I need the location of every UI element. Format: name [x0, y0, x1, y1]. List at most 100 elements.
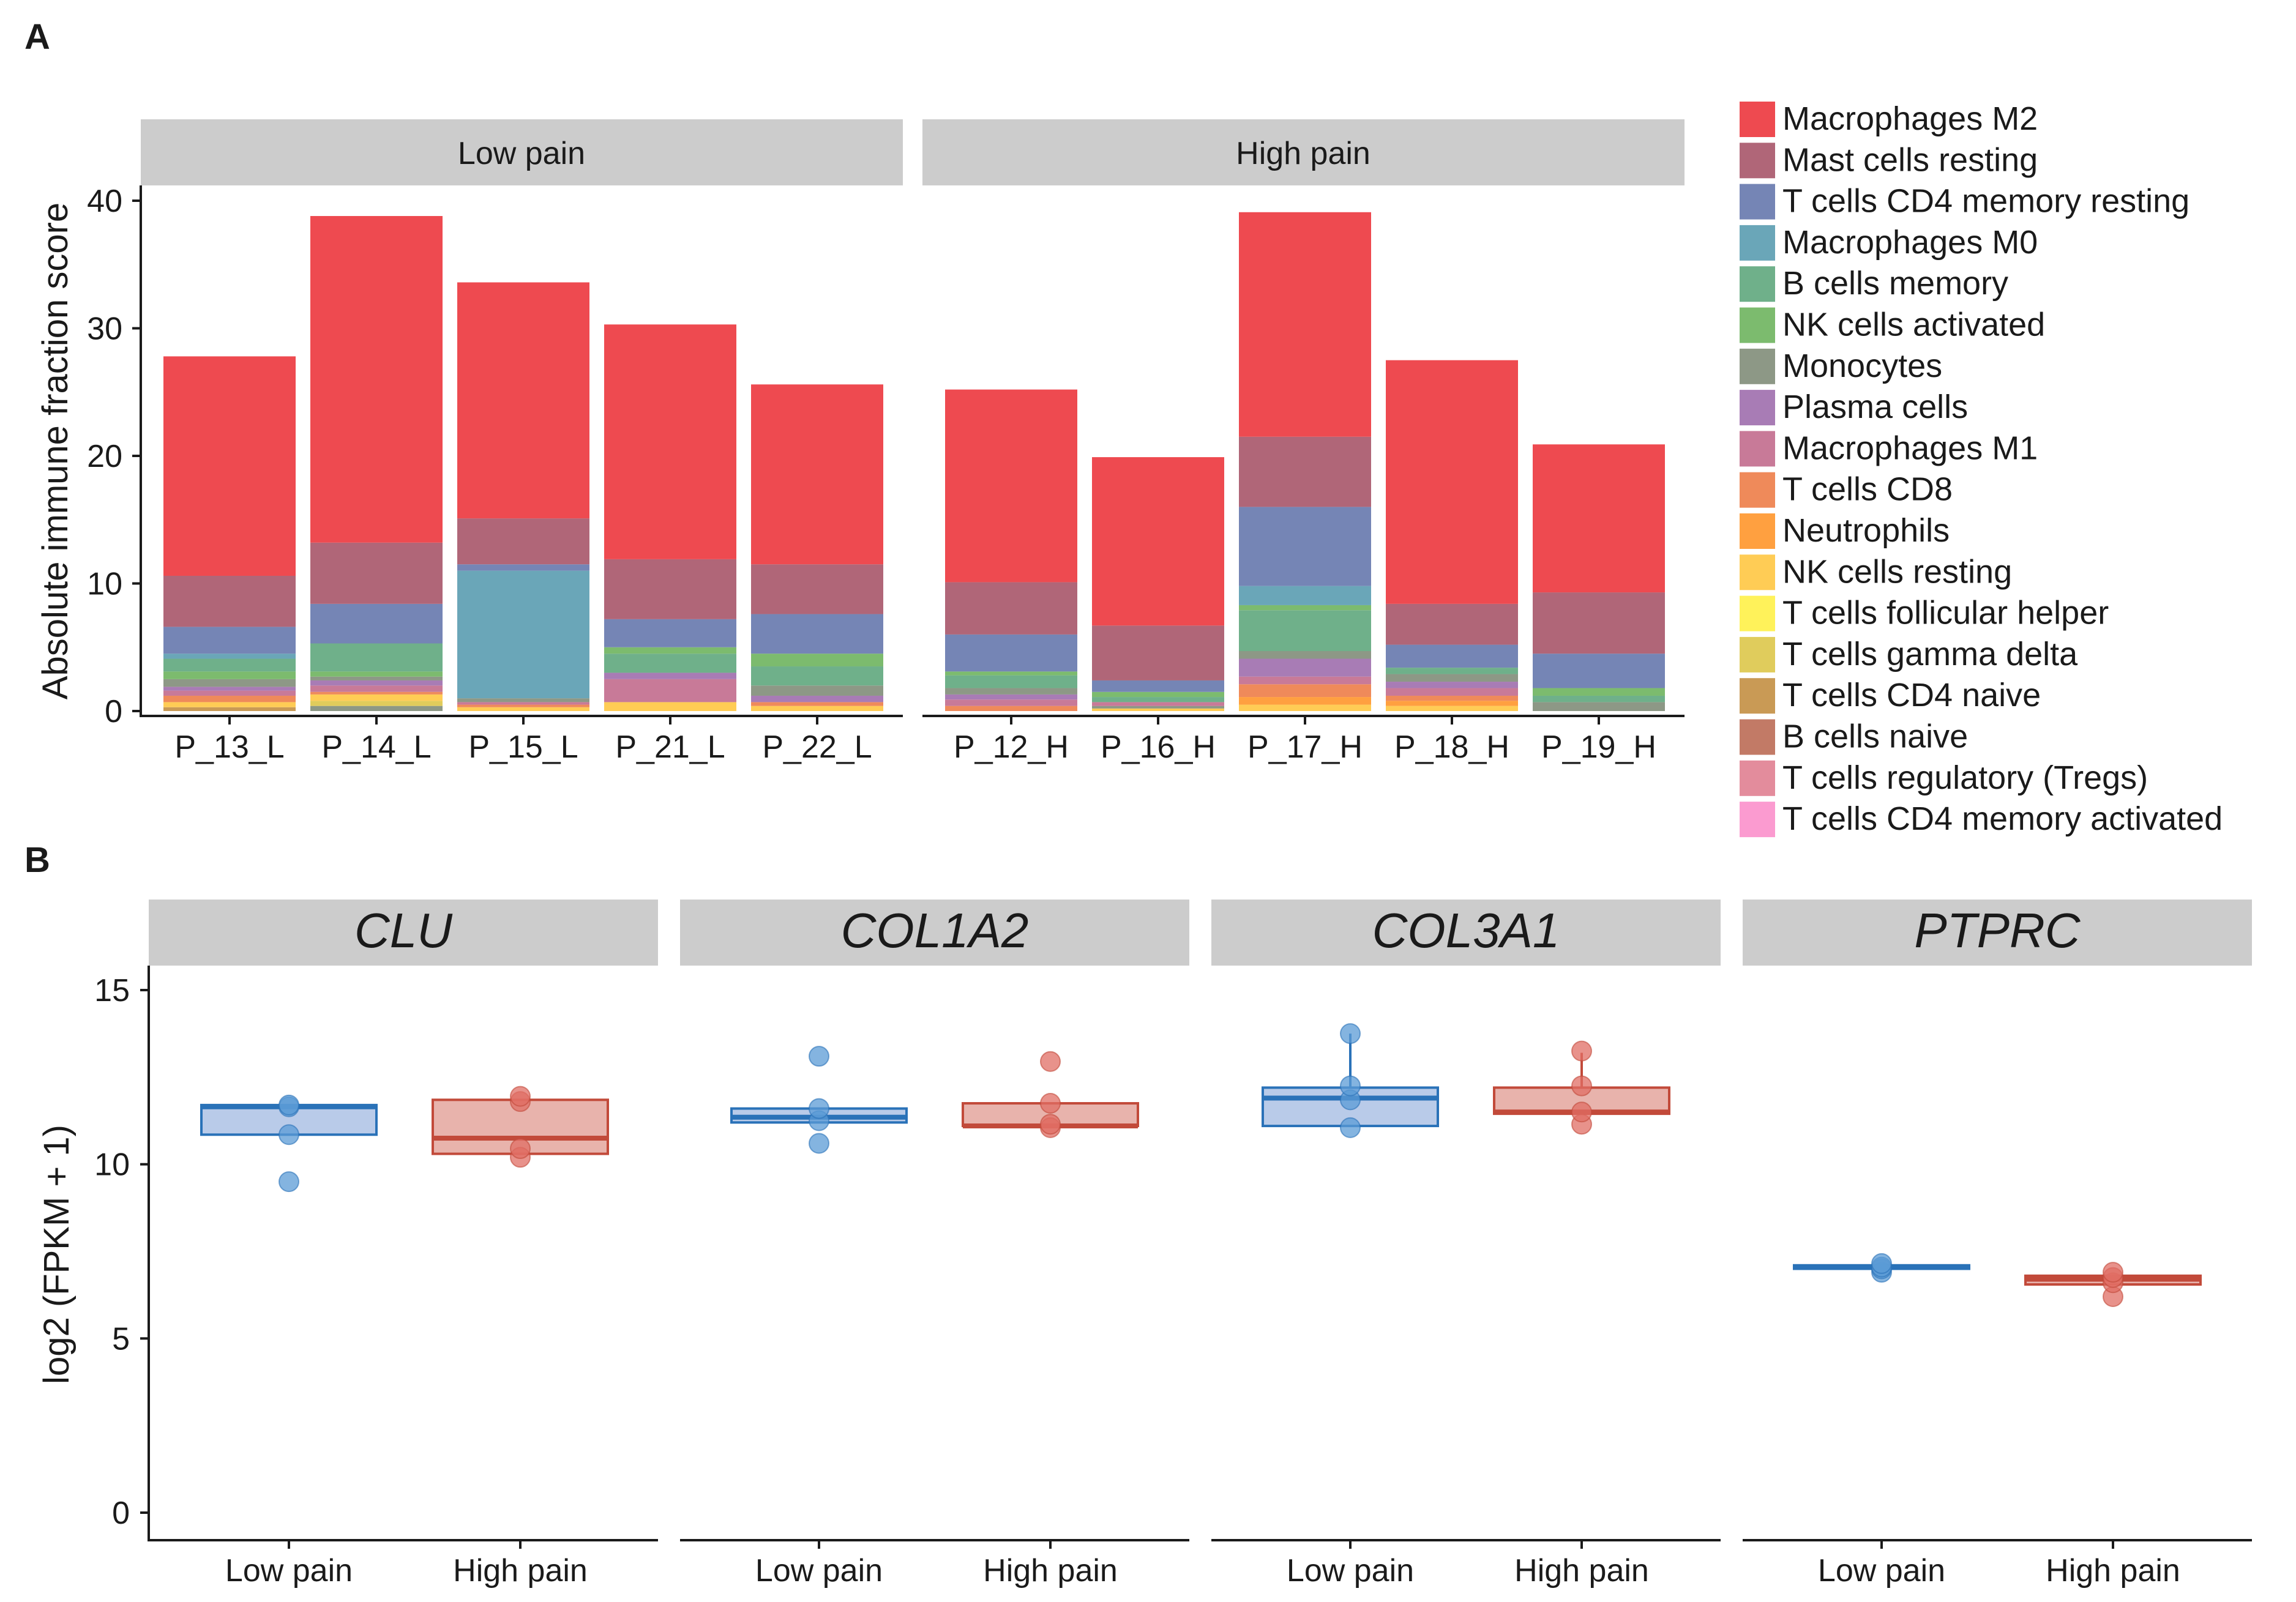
legend-swatch-t-cells-follicular-helper	[1740, 595, 1775, 631]
bar-segment-p-13-l-monocytes	[163, 679, 296, 687]
legend-swatch-t-cells-gamma-delta	[1740, 636, 1775, 672]
point-col1a2-high-pain-1	[1040, 1114, 1061, 1135]
bar-segment-p-14-l-nk-cells-resting	[310, 694, 443, 701]
point-clu-high-pain-3	[510, 1086, 531, 1107]
bar-segment-p-22-l-nk-cells-activated	[751, 654, 883, 667]
legend-swatch-t-cells-cd4-naive	[1740, 678, 1775, 714]
bar-segment-p-17-h-macrophages-m0	[1239, 586, 1371, 605]
legend-swatch-macrophages-m1	[1740, 431, 1775, 467]
panel-b-ytick-label-10: 10	[94, 1147, 130, 1183]
bar-segment-p-13-l-nk-cells-resting	[163, 702, 296, 707]
legend-label-macrophages-m0: Macrophages M0	[1782, 224, 2038, 261]
point-col3a1-high-pain-2	[1571, 1075, 1592, 1097]
bar-segment-p-17-h-neutrophils	[1239, 697, 1371, 705]
bar-segment-p-12-h-macrophages-m2	[945, 389, 1077, 583]
bar-segment-p-17-h-macrophages-m2	[1239, 212, 1371, 437]
bar-segment-p-18-h-t-cells-cd8	[1386, 695, 1518, 701]
bar-segment-p-12-h-plasma-cells	[945, 694, 1077, 700]
bar-segment-p-21-l-macrophages-m2	[604, 324, 736, 559]
bar-segment-p-16-h-macrophages-m1	[1092, 702, 1224, 706]
legend-label-macrophages-m2: Macrophages M2	[1782, 100, 2038, 137]
panel-a-xtick-label-p21l: P_21_L	[615, 729, 725, 765]
panel-a-xtick-label-p16h: P_16_H	[1101, 729, 1216, 765]
facet-strip-col3a1	[1211, 900, 1721, 966]
bar-segment-p-15-l-t-cells-cd8	[457, 704, 589, 707]
bar-segment-p-13-l-t-cells-cd4-naive	[163, 707, 296, 711]
bar-segment-p-18-h-b-cells-memory	[1386, 668, 1518, 674]
bar-segment-p-13-l-macrophages-m1	[163, 690, 296, 696]
point-clu-low-pain-3	[279, 1094, 299, 1116]
panel-a-xtick-label-p19h: P_19_H	[1541, 729, 1656, 765]
bar-segment-p-12-h-mast-cells-resting	[945, 582, 1077, 635]
bar-segment-p-17-h-nk-cells-activated	[1239, 605, 1371, 611]
bar-segment-p-22-l-mast-cells-resting	[751, 564, 883, 614]
facet-strip-clu	[149, 900, 658, 966]
bar-segment-p-18-h-macrophages-m1	[1386, 688, 1518, 696]
bar-segment-p-18-h-plasma-cells	[1386, 682, 1518, 688]
panel-a-xtick-label-p18h: P_18_H	[1394, 729, 1509, 765]
bar-segment-p-17-h-plasma-cells	[1239, 658, 1371, 677]
bar-segment-p-12-h-t-cells-cd4-memory-resting	[945, 634, 1077, 672]
bar-segment-p-17-h-macrophages-m1	[1239, 676, 1371, 685]
panel-b-xtick-label-col1a2-high: High pain	[983, 1553, 1118, 1589]
bar-segment-p-19-h-mast-cells-resting	[1533, 592, 1665, 654]
panel-a-ytick-label-0: 0	[105, 694, 122, 729]
bar-segment-p-14-l-macrophages-m2	[310, 216, 443, 543]
panel-a-ytick-label-20: 20	[87, 439, 122, 474]
bar-segment-p-16-h-monocytes	[1092, 706, 1224, 709]
bar-segment-p-19-h-monocytes	[1533, 702, 1665, 711]
bar-segment-p-13-l-b-cells-memory	[163, 658, 296, 672]
bar-segment-p-16-h-nk-cells-resting	[1092, 708, 1224, 711]
bar-segment-p-18-h-t-cells-cd4-memory-resting	[1386, 644, 1518, 668]
legend-label-monocytes: Monocytes	[1782, 348, 1942, 384]
bar-segment-p-15-l-monocytes	[457, 698, 589, 702]
facet-strip-low-pain-label: Low pain	[458, 136, 585, 171]
panel-b-ytick-label-5: 5	[112, 1321, 130, 1357]
bar-segment-p-14-l-t-cells-cd8	[310, 691, 443, 695]
panel-b-xtick-label-clu-low: Low pain	[225, 1553, 353, 1589]
bar-segment-p-18-h-monocytes	[1386, 674, 1518, 682]
bar-segment-p-17-h-b-cells-memory	[1239, 610, 1371, 652]
bar-segment-p-16-h-macrophages-m2	[1092, 457, 1224, 626]
bar-segment-p-15-l-mast-cells-resting	[457, 518, 589, 565]
panel-a-xtick-label-p14l: P_14_L	[321, 729, 431, 765]
bar-segment-p-17-h-nk-cells-resting	[1239, 704, 1371, 711]
bar-segment-p-18-h-macrophages-m2	[1386, 360, 1518, 604]
legend-label-nk-cells-resting: NK cells resting	[1782, 553, 2012, 590]
bar-segment-p-13-l-nk-cells-activated	[163, 671, 296, 679]
panel-a-xtick-label-p22l: P_22_L	[762, 729, 872, 765]
legend-swatch-macrophages-m2	[1740, 102, 1775, 137]
point-col3a1-high-pain-1	[1571, 1101, 1592, 1123]
legend-swatch-neutrophils	[1740, 513, 1775, 549]
legend-swatch-monocytes	[1740, 348, 1775, 384]
bar-segment-p-14-l-monocytes	[310, 706, 443, 711]
bar-segment-p-21-l-nk-cells-resting	[604, 702, 736, 711]
legend-swatch-b-cells-memory	[1740, 266, 1775, 302]
bar-segment-p-18-h-neutrophils	[1386, 701, 1518, 706]
bar-segment-p-19-h-t-cells-cd4-memory-resting	[1533, 654, 1665, 688]
facet-strip-clu-label: CLU	[354, 903, 453, 958]
panel-a-bars	[163, 212, 1665, 711]
facet-strip-ptprc	[1743, 900, 2252, 966]
bar-segment-p-14-l-plasma-cells	[310, 680, 443, 686]
legend-label-t-cells-gamma-delta: T cells gamma delta	[1782, 636, 2078, 672]
bar-segment-p-22-l-monocytes	[751, 685, 883, 696]
bar-segment-p-21-l-mast-cells-resting	[604, 559, 736, 619]
bar-segment-p-22-l-t-cells-cd8	[751, 702, 883, 706]
legend-swatch-t-cells-cd4-memory-activated	[1740, 802, 1775, 838]
bar-segment-p-19-h-nk-cells-activated	[1533, 688, 1665, 696]
point-ptprc-low-pain-3	[1871, 1253, 1892, 1274]
bar-segment-p-16-h-mast-cells-resting	[1092, 625, 1224, 680]
bar-segment-p-21-l-plasma-cells	[604, 672, 736, 679]
panel-b-xtick-label-col3a1-high: High pain	[1514, 1553, 1649, 1589]
legend-label-plasma-cells: Plasma cells	[1782, 389, 1968, 425]
panel-a-xtick-label-p17h: P_17_H	[1247, 729, 1363, 765]
panel-a-stacked-bar-chart: Low pain High pain 0 10 20 30 40 Absolut…	[36, 119, 1685, 765]
legend-label-t-cells-cd8: T cells CD8	[1782, 471, 1953, 508]
legend-label-t-cells-follicular-helper: T cells follicular helper	[1782, 595, 2109, 631]
bar-segment-p-13-l-t-cells-cd4-memory-resting	[163, 627, 296, 654]
bar-segment-p-22-l-nk-cells-resting	[751, 706, 883, 711]
bar-segment-p-17-h-mast-cells-resting	[1239, 436, 1371, 507]
bar-segment-p-16-h-b-cells-memory	[1092, 697, 1224, 702]
